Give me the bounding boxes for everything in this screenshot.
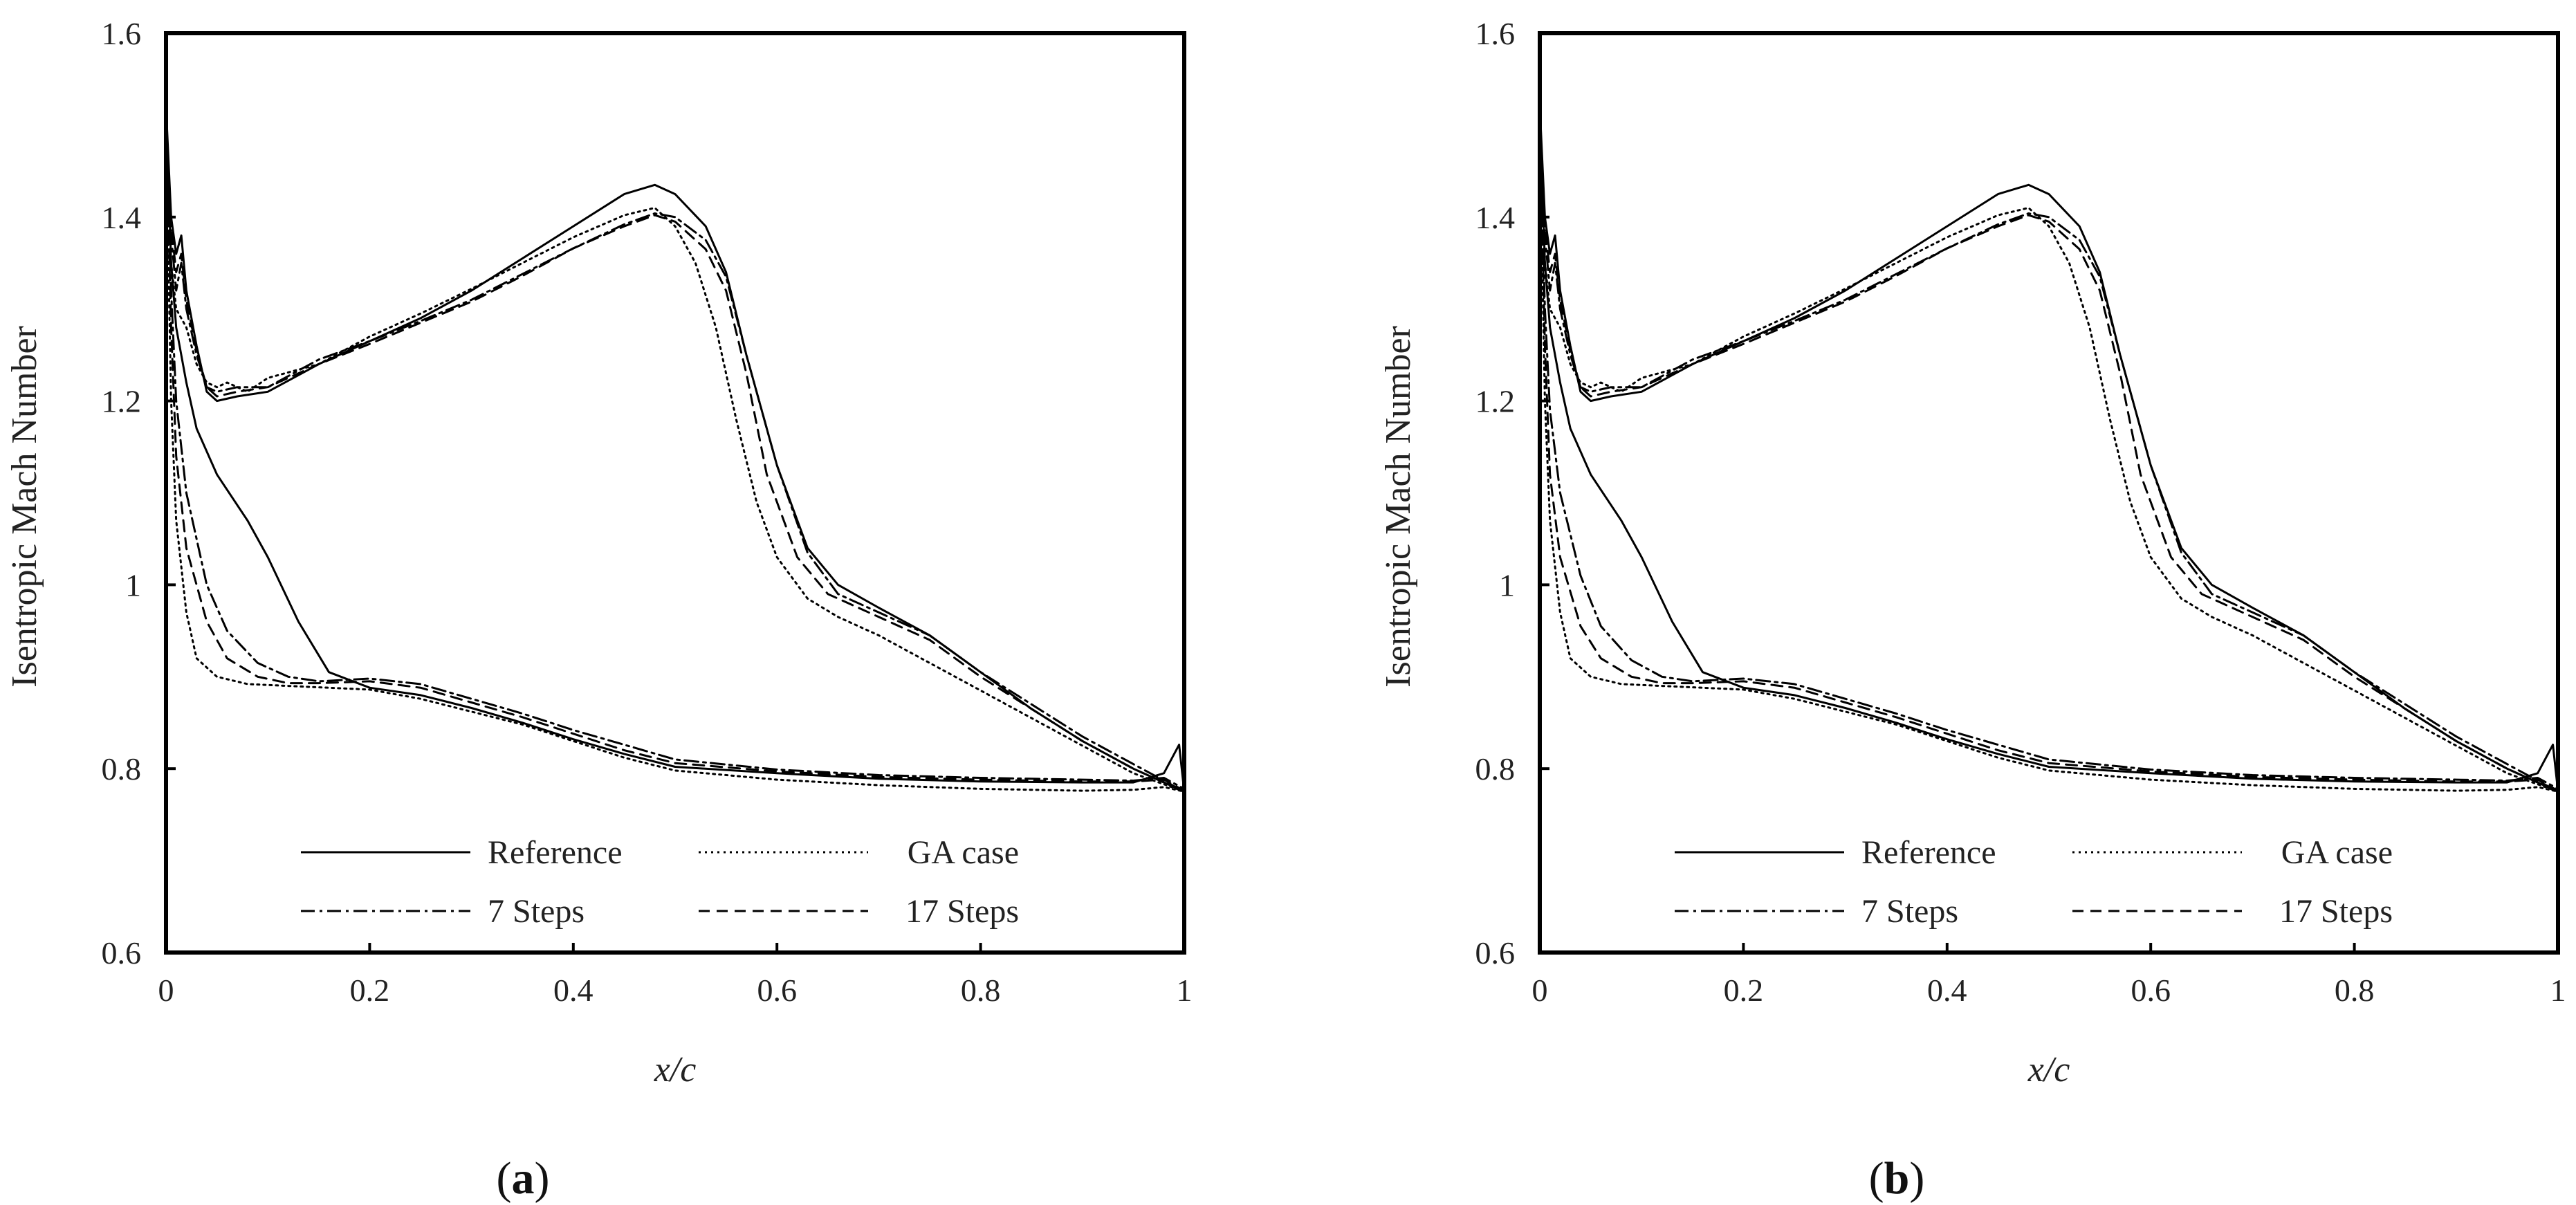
series-line-17-steps-suction: [165, 124, 1186, 793]
legend-label: Reference: [488, 834, 623, 871]
y-tick-label: 1: [1499, 567, 1515, 602]
legend-label: 17 Steps: [905, 893, 1019, 930]
x-tick-label: 0.6: [757, 973, 797, 1008]
x-tick-label: 0.6: [2131, 973, 2171, 1008]
panel-label-letter: a: [512, 1153, 535, 1204]
x-tick-label: 0.4: [1927, 973, 1967, 1008]
x-tick-label: 1: [2550, 973, 2566, 1008]
x-axis-label: x/c: [2027, 1050, 2070, 1089]
chart-panel-a: 0 0.2 0.4 0.6 0.8 1 0.6 0.8 1 1.2 1.4 1.6 x/c Isentro…: [5, 16, 1193, 1204]
legend-label: 17 Steps: [2279, 893, 2393, 930]
x-tick-label: 0.8: [2335, 973, 2375, 1008]
x-tick-label: 0: [1532, 973, 1548, 1008]
y-tick-label: 1.6: [102, 16, 142, 51]
series-group: [165, 105, 1186, 793]
y-axis-label: Isentropic Mach Number: [1379, 326, 1418, 688]
y-tick-label: 1.4: [102, 200, 142, 235]
x-tick-label: 0.2: [1724, 973, 1764, 1008]
y-axis-label: Isentropic Mach Number: [5, 326, 44, 688]
x-axis-label: x/c: [654, 1050, 697, 1089]
panel-label-close: ): [535, 1153, 550, 1204]
series-line-17-steps-pressure: [165, 124, 1186, 792]
plot-frame: [1538, 31, 2560, 955]
legend-label: GA case: [2281, 834, 2393, 871]
legend: Reference 7 Steps GA case 17 Steps: [301, 834, 1019, 930]
series-line-ga-case-suction: [1538, 142, 2559, 793]
legend: Reference 7 Steps GA case 17 Steps: [1675, 834, 2393, 930]
series-line-7-steps-pressure: [1538, 124, 2559, 790]
plot-frame: [164, 31, 1186, 955]
y-tick-label: 1: [125, 567, 141, 602]
series-group: [1538, 105, 2559, 793]
legend-label: GA case: [908, 834, 1019, 871]
y-tick-label: 1.2: [102, 384, 142, 419]
panel-label-close: ): [1909, 1153, 1924, 1204]
x-tick-label: 0.2: [350, 973, 390, 1008]
series-line-ga-case-pressure: [165, 142, 1186, 793]
y-tick-label: 0.8: [102, 751, 142, 787]
series-line-reference-pressure: [1538, 105, 2559, 793]
series-line-17-steps-suction: [1538, 124, 2559, 793]
panel-label: (a): [497, 1153, 550, 1204]
chart-panel-b: 0 0.2 0.4 0.6 0.8 1 0.6 0.8 1 1.2 1.4 1.6 x/c Isentro…: [1379, 16, 2566, 1204]
legend-label: Reference: [1861, 834, 1996, 871]
x-tick-label: 0.4: [553, 973, 594, 1008]
legend-label: 7 Steps: [1861, 893, 1958, 930]
panel-label-open: (: [497, 1153, 512, 1204]
panel-label: (b): [1869, 1153, 1925, 1204]
panel-label-letter: b: [1884, 1153, 1910, 1204]
series-line-reference-suction: [165, 105, 1186, 793]
series-line-ga-case-pressure: [1538, 142, 2559, 793]
legend-label: 7 Steps: [488, 893, 585, 930]
y-tick-label: 0.6: [102, 935, 142, 971]
series-line-ga-case-suction: [165, 142, 1186, 793]
series-line-reference-suction: [1538, 105, 2559, 793]
y-tick-label: 1.2: [1475, 384, 1516, 419]
x-tick-label: 1: [1177, 973, 1193, 1008]
series-line-17-steps-pressure: [1538, 124, 2559, 792]
series-line-7-steps-pressure: [165, 124, 1186, 790]
y-tick-label: 1.6: [1475, 16, 1516, 51]
panel-label-open: (: [1869, 1153, 1884, 1204]
y-tick-label: 0.6: [1475, 935, 1516, 971]
y-tick-label: 0.8: [1475, 751, 1516, 787]
y-tick-label: 1.4: [1475, 200, 1516, 235]
x-tick-label: 0: [158, 973, 174, 1008]
series-line-reference-pressure: [165, 105, 1186, 793]
x-tick-label: 0.8: [961, 973, 1001, 1008]
